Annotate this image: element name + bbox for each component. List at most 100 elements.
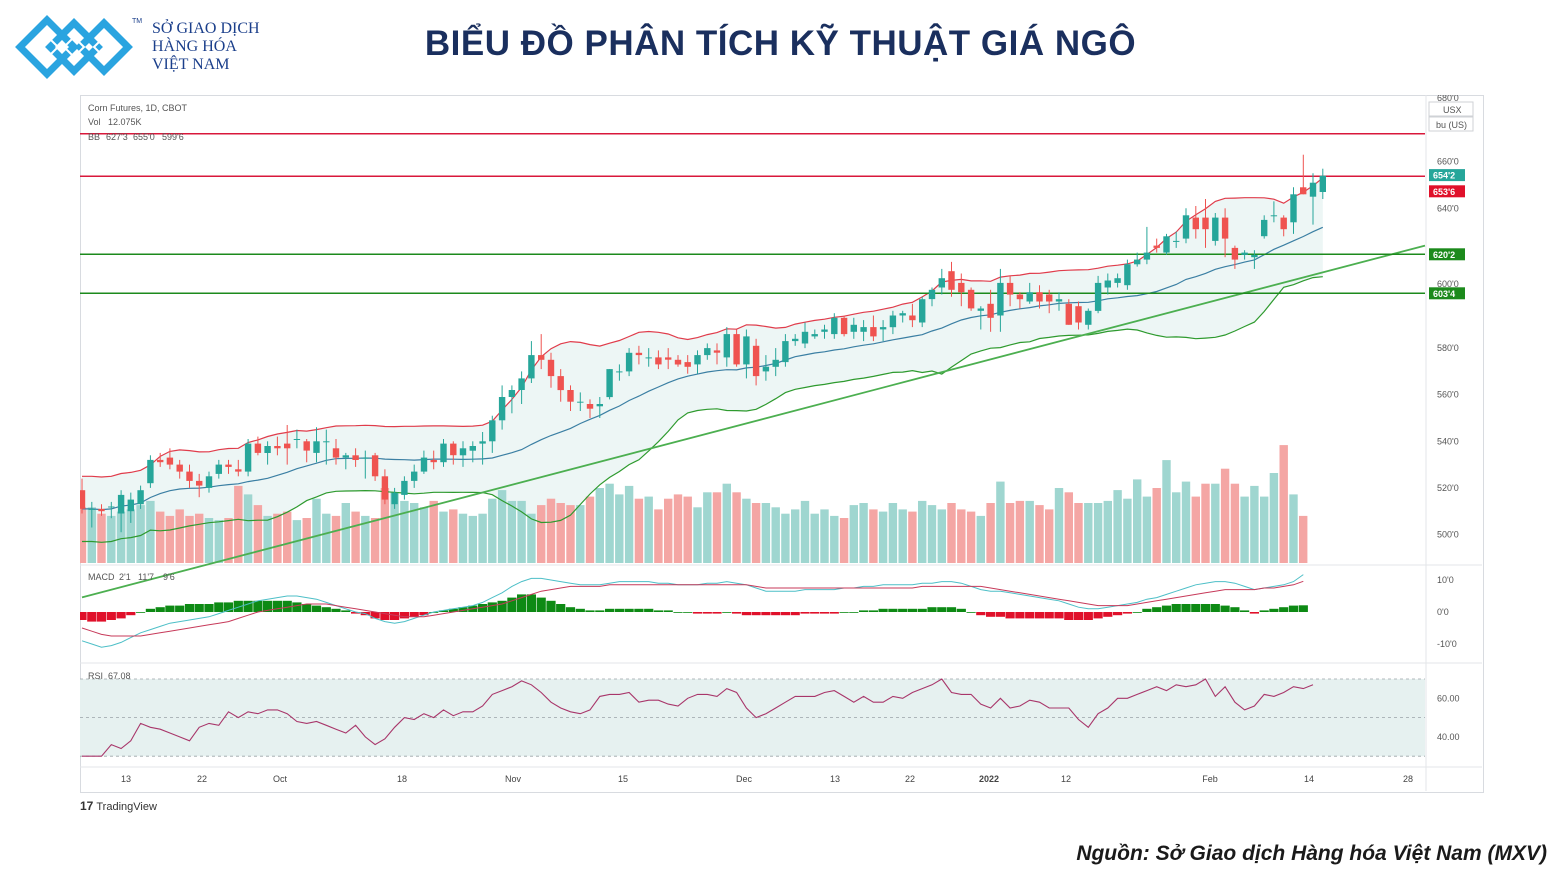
price-badge-label: 653'6 bbox=[1433, 187, 1455, 197]
candle-body bbox=[1251, 254, 1258, 258]
volume-bar bbox=[1181, 481, 1191, 563]
volume-bar bbox=[175, 509, 184, 563]
candle-body bbox=[987, 303, 994, 318]
macd-histogram-bar bbox=[399, 612, 409, 619]
volume-bar bbox=[126, 509, 135, 563]
volume-bar bbox=[1172, 492, 1181, 563]
macd-histogram-bar bbox=[614, 608, 624, 612]
candle-body bbox=[459, 448, 467, 456]
macd-histogram-bar bbox=[751, 612, 761, 616]
macd-histogram-bar bbox=[204, 604, 214, 612]
candle-body bbox=[1104, 280, 1111, 288]
macd-tick-label: -10'0 bbox=[1437, 639, 1457, 649]
candle-body bbox=[98, 508, 105, 512]
candle-body bbox=[1221, 217, 1229, 239]
candle-body bbox=[1319, 175, 1326, 192]
candle-body bbox=[870, 327, 877, 337]
volume-bar bbox=[751, 503, 761, 563]
candle-body bbox=[625, 352, 633, 372]
price-tick-label: 500'0 bbox=[1437, 530, 1459, 540]
volume-bar bbox=[800, 500, 810, 563]
macd-histogram-bar bbox=[1064, 612, 1074, 620]
volume-bar bbox=[712, 492, 722, 563]
volume-bar bbox=[1230, 483, 1240, 563]
price-badge bbox=[1429, 248, 1465, 261]
x-axis-label: 2022 bbox=[979, 774, 999, 784]
macd-histogram-bar bbox=[868, 610, 878, 612]
candle-body bbox=[80, 490, 86, 509]
volume-bar bbox=[1084, 503, 1093, 563]
volume-bar bbox=[107, 515, 116, 563]
x-axis-label: 22 bbox=[905, 774, 915, 784]
volume-bar bbox=[1289, 494, 1298, 563]
volume-bar bbox=[703, 492, 712, 563]
candle-body bbox=[508, 390, 516, 397]
volume-bar bbox=[429, 500, 438, 563]
macd-histogram-bar bbox=[849, 612, 859, 613]
macd-histogram-bar bbox=[800, 612, 810, 614]
macd-histogram-bar bbox=[1044, 612, 1054, 619]
candle-body bbox=[694, 355, 701, 365]
price-tick-label: 660'0 bbox=[1437, 157, 1459, 167]
macd-histogram-bar bbox=[624, 608, 634, 612]
candle-body bbox=[205, 476, 213, 488]
candle-body bbox=[225, 464, 232, 467]
volume-bar bbox=[507, 500, 517, 563]
volume-bar bbox=[937, 509, 946, 563]
candle-body bbox=[411, 471, 418, 481]
macd-histogram-bar bbox=[741, 612, 751, 616]
bollinger-lower-line bbox=[82, 276, 1323, 543]
price-tick-label: 560'0 bbox=[1437, 390, 1459, 400]
candle-body bbox=[577, 401, 584, 403]
macd-histogram-bar bbox=[341, 610, 351, 612]
candle-body bbox=[293, 439, 301, 440]
candle-body bbox=[1309, 182, 1317, 197]
currency-box bbox=[1428, 101, 1474, 117]
candle-body bbox=[362, 457, 369, 459]
price-chart[interactable]: Corn Futures, 1D, CBOT Vol 12.075K BB 627'3 6… bbox=[80, 95, 1482, 791]
macd-histogram-bar bbox=[1005, 612, 1015, 619]
macd-histogram-bar bbox=[223, 602, 234, 612]
volume-bar bbox=[1162, 460, 1171, 563]
volume-bar bbox=[263, 515, 272, 563]
volume-bar bbox=[1064, 492, 1073, 563]
candle-body bbox=[879, 327, 887, 330]
candle-body bbox=[1026, 292, 1033, 302]
x-axis-label: Dec bbox=[736, 774, 753, 784]
logo-text: SỞ GIAO DỊCH HÀNG HÓA VIỆT NAM bbox=[152, 20, 260, 74]
volume-bar bbox=[1240, 496, 1249, 563]
candle-body bbox=[127, 499, 134, 512]
volume-bar bbox=[947, 503, 956, 563]
macd-histogram-bar bbox=[517, 594, 527, 612]
macd-histogram-bar bbox=[1191, 604, 1201, 612]
macd-histogram-bar bbox=[780, 612, 790, 616]
macd-histogram-bar bbox=[1181, 604, 1191, 612]
price-tick-label: 540'0 bbox=[1437, 436, 1459, 446]
candle-body bbox=[1143, 252, 1151, 260]
candle-body bbox=[1182, 215, 1190, 239]
macd-histogram-bar bbox=[253, 600, 263, 612]
macd-histogram-bar bbox=[1113, 612, 1123, 616]
page-title-text: BIỂU ĐỒ PHÂN TÍCH KỸ THUẬT GIÁ NGÔ bbox=[424, 24, 1137, 63]
macd-histogram-bar bbox=[370, 612, 380, 619]
candle-body bbox=[1016, 294, 1024, 300]
rsi-value: 67.08 bbox=[108, 671, 131, 681]
candle-body bbox=[1075, 306, 1082, 323]
macd-histogram-bar bbox=[1259, 610, 1269, 612]
candle-body bbox=[166, 457, 174, 465]
candle-body bbox=[538, 355, 545, 360]
macd-histogram-bar bbox=[1073, 612, 1084, 620]
x-axis-label: 28 bbox=[1403, 774, 1413, 784]
volume-bar bbox=[537, 505, 546, 563]
volume-bar bbox=[859, 503, 868, 563]
volume-bar bbox=[1113, 490, 1122, 563]
trendline bbox=[81, 244, 1426, 599]
macd-histogram-bar bbox=[966, 612, 976, 613]
volume-bar bbox=[566, 505, 575, 563]
volume-bar bbox=[556, 503, 565, 563]
macd-histogram-bar bbox=[448, 608, 458, 612]
macd-histogram-bar bbox=[272, 600, 282, 612]
volume-bar bbox=[1133, 479, 1142, 563]
macd-histogram-bar bbox=[292, 602, 302, 612]
macd-histogram-bar bbox=[1093, 612, 1103, 619]
